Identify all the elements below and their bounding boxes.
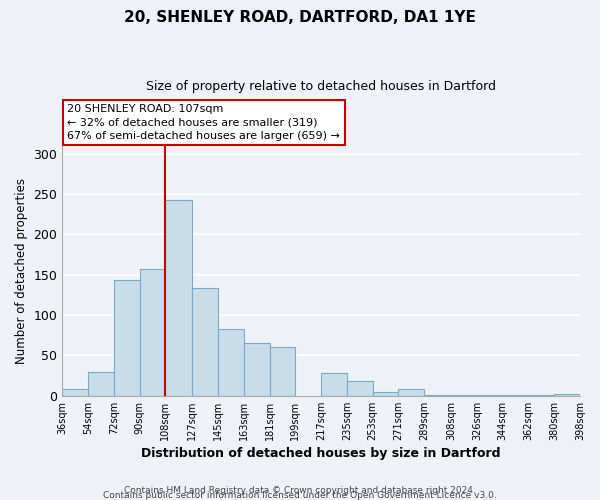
Bar [114,280,140,396]
Y-axis label: Number of detached properties: Number of detached properties [15,178,28,364]
Bar [398,388,424,396]
Bar [347,382,373,396]
Bar [321,373,347,396]
Text: Contains HM Land Registry data © Crown copyright and database right 2024.: Contains HM Land Registry data © Crown c… [124,486,476,495]
Title: Size of property relative to detached houses in Dartford: Size of property relative to detached ho… [146,80,496,93]
Bar [269,346,295,396]
Bar [244,344,269,396]
Bar [451,395,477,396]
Bar [62,390,88,396]
Text: Contains public sector information licensed under the Open Government Licence v3: Contains public sector information licen… [103,491,497,500]
Bar [218,329,244,396]
Bar [424,395,451,396]
Bar [529,395,554,396]
Bar [193,288,218,396]
Text: 20 SHENLEY ROAD: 107sqm
← 32% of detached houses are smaller (319)
67% of semi-d: 20 SHENLEY ROAD: 107sqm ← 32% of detache… [67,104,340,141]
Bar [88,372,114,396]
X-axis label: Distribution of detached houses by size in Dartford: Distribution of detached houses by size … [142,447,501,460]
Bar [503,395,529,396]
Bar [554,394,580,396]
Text: 20, SHENLEY ROAD, DARTFORD, DA1 1YE: 20, SHENLEY ROAD, DARTFORD, DA1 1YE [124,10,476,25]
Bar [165,200,193,396]
Bar [373,392,398,396]
Bar [140,269,165,396]
Bar [477,395,503,396]
